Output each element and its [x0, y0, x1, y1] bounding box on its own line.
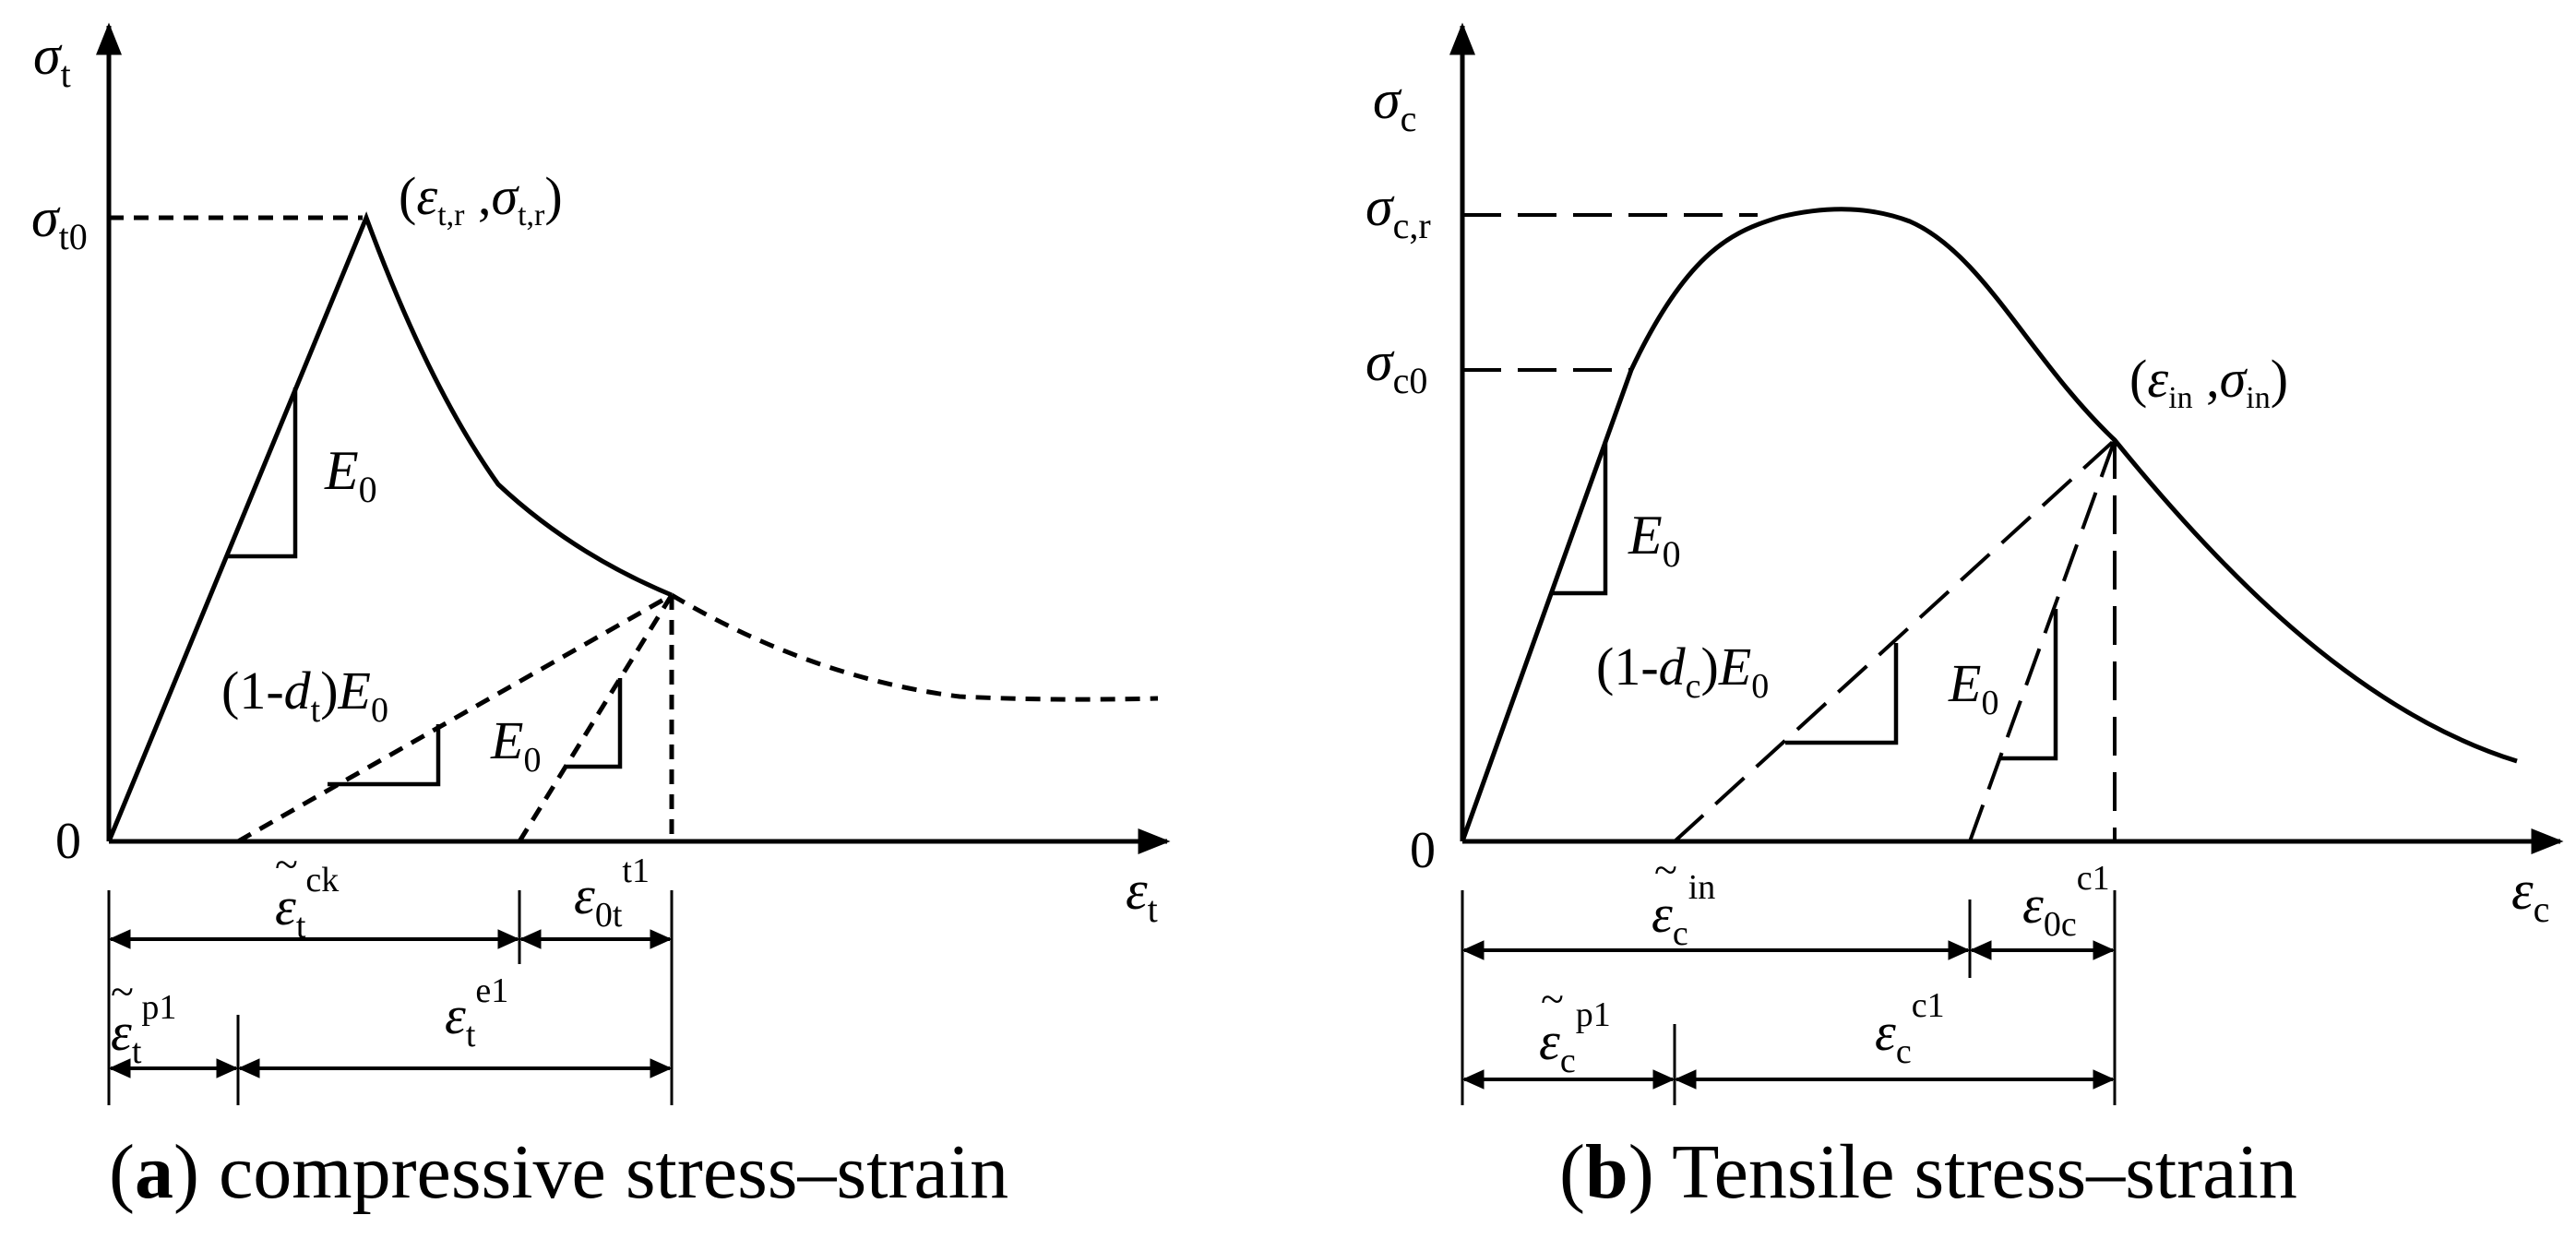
panel-a-y-axis-label: σt — [33, 25, 71, 95]
panel-a-softening-tail — [670, 592, 1159, 702]
panel-a-caption: (a) compressive stress–strain — [109, 1129, 1008, 1215]
panel-a-slope-triangle-unload — [565, 678, 623, 769]
panel-a-dim-ck-label: εtck — [275, 861, 339, 946]
panel-b-slope-triangle-e0 — [1550, 441, 1608, 596]
panel-b-dim-el-label: εcc1 — [1875, 986, 1945, 1071]
panel-b-caption: (b) Tensile stress–strain — [1559, 1129, 2297, 1215]
panel-b: σc εc 0 σc,r σc0 (εin ,σin) E0 (1-dc)E0 … — [1366, 22, 2564, 1215]
panel-a-slope-triangle-e0 — [226, 387, 298, 559]
panel-b-inflection-point-label: (εin ,σin) — [2129, 349, 2288, 415]
panel-b-slope-e0-label: E0 — [1628, 505, 1681, 575]
panel-a-peak-tick-label: σt0 — [31, 187, 88, 257]
panel-b-loading-curve — [1460, 207, 2518, 842]
panel-b-origin-label: 0 — [1410, 822, 1436, 879]
panel-b-peak-tick-label: σc,r — [1366, 176, 1431, 246]
panel-b-dim-0c-label: ε0cc1 — [2022, 859, 2110, 944]
panel-b-damaged-unload-line — [1673, 438, 2117, 843]
panel-b-dim-pl-tilde: ~ — [1541, 975, 1564, 1022]
panel-b-damaged-slope-label: (1-dc)E0 — [1596, 637, 1769, 706]
panel-b-dim-pl-label: εcp1 — [1539, 995, 1611, 1080]
panel-a-x-axis-label: εt — [1126, 860, 1158, 930]
panel-a-slope-e0-label: E0 — [324, 440, 377, 510]
panel-a: σt εt 0 σt0 (εt,r ,σt,r) E0 (1-dt)E0 E0 … — [31, 22, 1171, 1215]
panel-a-damaged-unload-line — [236, 592, 674, 844]
panel-b-slope-triangle-unload — [2000, 609, 2058, 761]
panel-a-dim-ck-tilde: ~ — [275, 840, 298, 888]
panel-a-dim-el-label: εte1 — [445, 971, 508, 1054]
panel-a-dim-pl-tilde: ~ — [111, 968, 134, 1015]
panel-a-dim-0t-label: ε0tt1 — [574, 852, 650, 935]
panel-a-origin-label: 0 — [55, 813, 81, 870]
panel-b-elastic-unload-line — [1968, 439, 2117, 842]
panel-b-elastic-tick-label: σc0 — [1366, 331, 1427, 401]
panel-b-x-axis-label: εc — [2511, 860, 2549, 930]
panel-b-dim-in-label: εcin — [1652, 868, 1715, 953]
panel-b-unload-slope-label: E0 — [1948, 653, 1998, 722]
panel-a-dim-pl-label: εtp1 — [111, 988, 176, 1071]
panel-a-loading-curve — [106, 211, 673, 842]
panel-a-damaged-slope-label: (1-dt)E0 — [221, 661, 388, 730]
panel-a-slope-triangle-damaged — [328, 724, 441, 787]
panel-a-elastic-unload-line — [517, 593, 674, 843]
panel-b-slope-triangle-damaged — [1785, 643, 1899, 745]
panel-b-y-axis-label: σc — [1373, 69, 1416, 139]
panel-a-peak-point-label: (εt,r ,σt,r) — [399, 166, 563, 232]
panel-b-dim-in-tilde: ~ — [1654, 846, 1677, 893]
panel-a-unload-slope-label: E0 — [490, 710, 541, 780]
